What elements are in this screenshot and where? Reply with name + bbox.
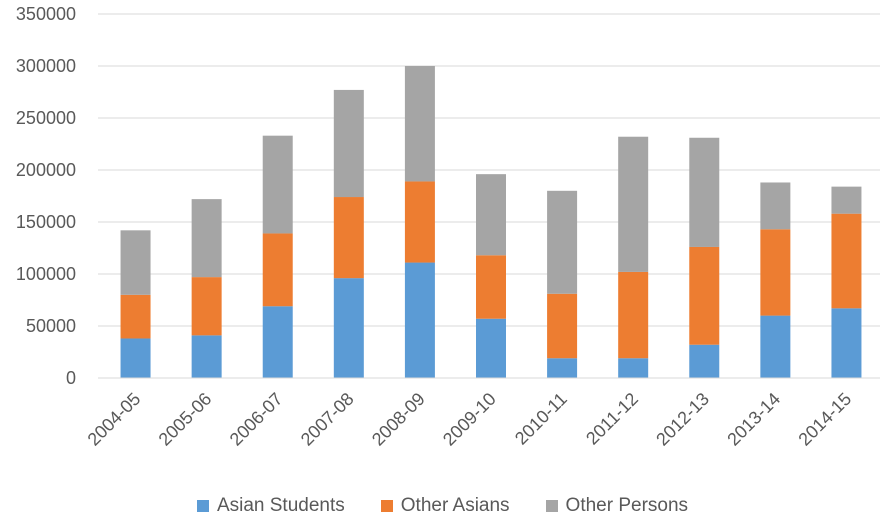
x-tick-label: 2006-07 (226, 389, 287, 450)
bar-segment-asian-students (689, 344, 720, 378)
bar-segment-other-persons (618, 136, 649, 272)
bar-segment-other-persons (476, 174, 506, 256)
bar-segment-other-persons (120, 230, 151, 295)
legend-label: Other Asians (400, 495, 510, 516)
legend: Asian Students Other Asians Other Person… (0, 495, 885, 517)
bar-segment-other-persons (547, 190, 578, 294)
bar-segment-other-asians (476, 255, 506, 319)
bar-segment-other-persons (262, 135, 293, 234)
bar-segment-other-asians (333, 197, 364, 279)
legend-label: Other Persons (565, 495, 689, 516)
y-tick-label: 350000 (16, 4, 76, 24)
bar-segment-asian-students (618, 358, 649, 378)
x-tick-label: 2014-15 (794, 389, 855, 450)
bar-segment-asian-students (476, 318, 506, 378)
bar-segment-other-asians (689, 246, 720, 345)
x-tick-label: 2008-09 (368, 389, 429, 450)
x-tick-label: 2013-14 (723, 389, 784, 450)
y-tick-label: 250000 (16, 108, 76, 128)
x-tick-label: 2010-11 (511, 389, 571, 449)
bar-segment-other-persons (404, 66, 435, 182)
x-tick-label: 2011-12 (582, 389, 642, 449)
x-tick-label: 2012-13 (652, 389, 713, 450)
x-tick-label: 2007-08 (297, 389, 358, 450)
bar-segment-asian-students (120, 338, 151, 378)
legend-item-2: Other Persons (545, 495, 689, 517)
bar-segment-other-asians (404, 181, 435, 263)
stacked-bar-chart: 0 50000 100000 150000 200000 250000 300000 3500… (16, 4, 880, 450)
y-tick-label: 100000 (16, 264, 76, 284)
bar-segment-other-asians (262, 233, 293, 307)
bar-segment-other-asians (120, 294, 151, 339)
bar-segment-other-persons (191, 199, 222, 278)
y-tick-label: 200000 (16, 160, 76, 180)
x-tick-label: 2004-05 (84, 389, 145, 450)
bars (120, 66, 862, 378)
bar-segment-asian-students (191, 335, 222, 378)
legend-item-0: Asian Students (196, 495, 345, 517)
y-tick-label: 300000 (16, 56, 76, 76)
legend-item-1: Other Asians (380, 495, 510, 517)
x-tick-label: 2005-06 (155, 389, 216, 450)
bar-segment-other-persons (689, 137, 720, 247)
bar-segment-other-asians (831, 213, 862, 309)
bar-segment-asian-students (547, 358, 578, 378)
legend-label: Asian Students (216, 495, 345, 516)
bar-segment-other-persons (831, 186, 862, 214)
bar-segment-other-persons (333, 89, 364, 198)
bar-segment-asian-students (404, 262, 435, 378)
bar-segment-other-asians (760, 229, 791, 316)
legend-swatch-asian-students (196, 500, 209, 512)
legend-swatch-other-persons (545, 500, 558, 512)
bar-segment-asian-students (831, 308, 862, 378)
y-tick-label: 50000 (26, 316, 76, 336)
bar-segment-other-asians (618, 271, 649, 359)
bar-segment-asian-students (760, 315, 791, 378)
x-axis-tick-labels: 2004-05 2005-06 2006-07 2007-08 2008-09 2009-… (84, 389, 856, 450)
y-axis-tick-labels: 0 50000 100000 150000 200000 250000 300000 3500… (16, 4, 76, 388)
bar-segment-other-persons (760, 182, 791, 230)
bar-segment-asian-students (333, 278, 364, 378)
y-tick-label: 0 (66, 368, 76, 388)
bar-segment-other-asians (547, 293, 578, 359)
y-tick-label: 150000 (16, 212, 76, 232)
legend-swatch-other-asians (380, 500, 393, 512)
x-tick-label: 2009-10 (439, 389, 500, 450)
bar-segment-other-asians (191, 277, 222, 336)
bar-segment-asian-students (262, 306, 293, 378)
